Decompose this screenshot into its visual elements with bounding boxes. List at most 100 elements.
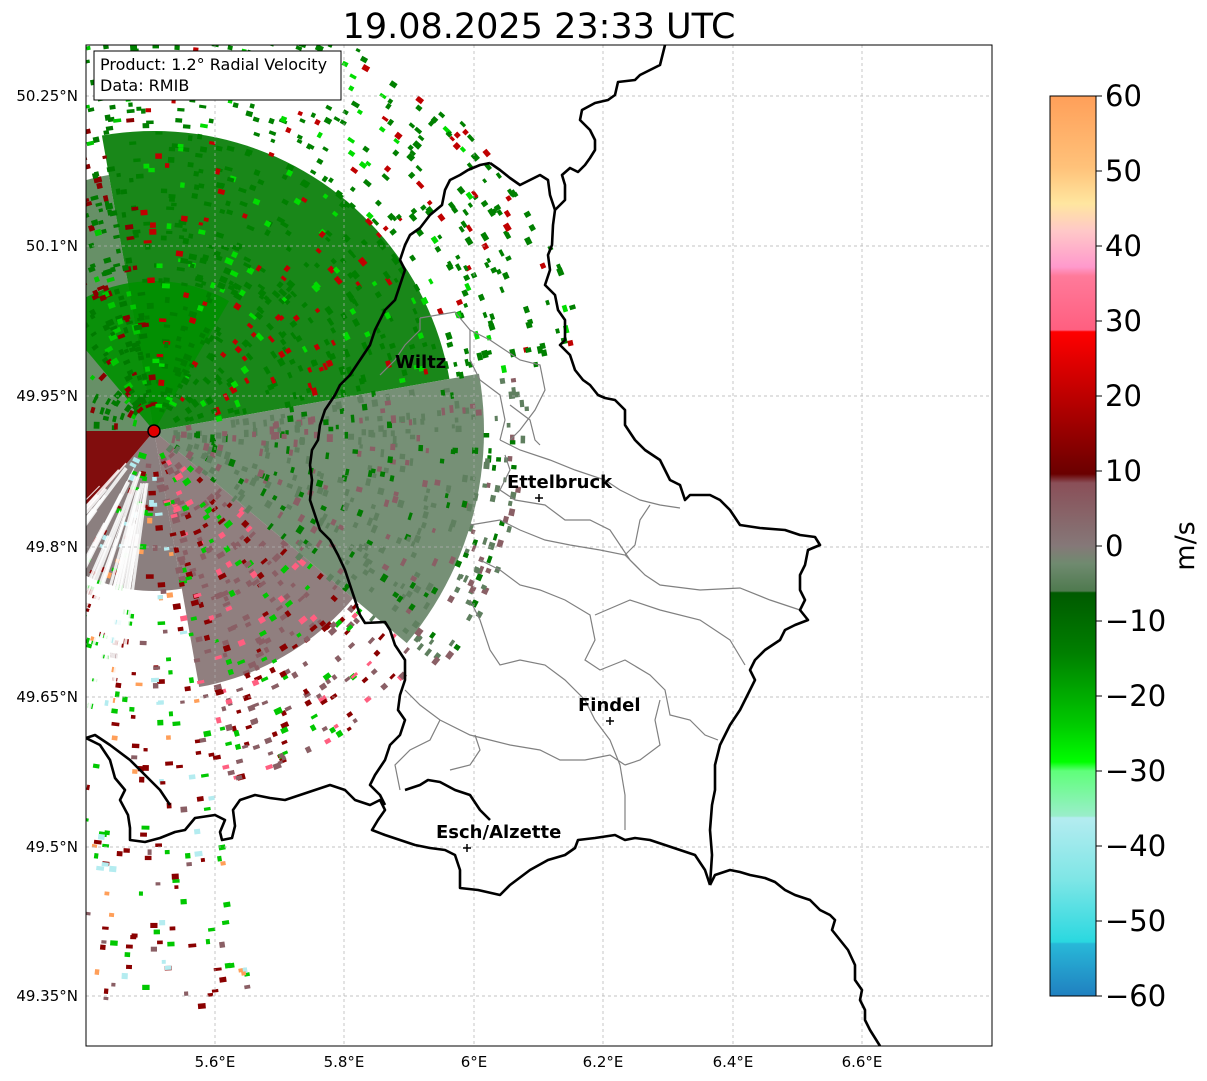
echo-pixel: [68, 131, 74, 136]
echo-pixel: [416, 642, 424, 651]
echo-pixel: [445, 262, 454, 271]
echo-pixel: [110, 940, 118, 946]
echo-pixel: [95, 202, 103, 207]
echo-pixel: [286, 279, 296, 289]
echo-pixel: [362, 552, 369, 560]
echo-pixel: [371, 390, 377, 398]
echo-pixel: [358, 377, 365, 385]
echo-pixel: [409, 458, 414, 466]
echo-pixel: [319, 620, 327, 627]
echo-pixel: [138, 891, 143, 896]
echo-pixel: [184, 406, 193, 415]
echo-pixel: [252, 431, 256, 438]
echo-pixel: [225, 698, 233, 705]
echo-pixel: [225, 578, 231, 584]
echo-pixel: [63, 353, 70, 361]
echo-pixel: [180, 806, 188, 813]
echo-pixel: [461, 500, 468, 508]
echo-pixel: [222, 16, 230, 21]
echo-pixel: [231, 725, 237, 732]
echo-pixel: [357, 256, 368, 267]
echo-pixel: [219, 976, 227, 983]
echo-pixel: [480, 199, 489, 208]
echo-pixel: [502, 222, 512, 232]
echo-pixel: [415, 104, 423, 112]
echo-pixel: [195, 431, 201, 439]
echo-pixel: [407, 144, 414, 151]
echo-pixel: [273, 471, 278, 477]
echo-pixel: [305, 387, 312, 394]
echo-pixel: [0, 144, 3, 149]
echo-pixel: [16, 869, 23, 875]
echo-pixel: [221, 501, 228, 508]
echo-pixel: [415, 164, 423, 172]
echo-pixel: [431, 656, 441, 666]
echo-pixel: [176, 764, 183, 769]
echo-streak: [110, 502, 143, 667]
echo-pixel: [314, 307, 321, 314]
canton-boundaries: [379, 311, 801, 830]
echo-streak: [86, 503, 137, 703]
echo-pixel: [223, 451, 231, 461]
echo-pixel: [556, 263, 562, 271]
echo-pixel: [418, 365, 425, 372]
echo-pixel: [141, 373, 148, 380]
echo-pixel: [86, 104, 91, 110]
colorbar-tick-label: 10: [1105, 454, 1142, 488]
city-label-findel: Findel: [578, 695, 641, 716]
echo-pixel: [439, 458, 445, 464]
echo-pixel: [568, 304, 577, 311]
echo-pixel: [7, 138, 16, 146]
echo-pixel: [17, 145, 24, 152]
echo-pixel: [322, 362, 328, 371]
echo-pixel: [361, 429, 366, 436]
echo-pixel: [423, 495, 429, 502]
echo-pixel: [410, 575, 418, 583]
echo-pixel: [205, 547, 212, 554]
echo-pixel: [126, 964, 133, 970]
echo-pixel: [280, 539, 287, 546]
echo-pixel: [131, 755, 138, 760]
echo-pixel: [187, 162, 194, 168]
echo-pixel: [0, 919, 5, 924]
echo-pixel: [73, 210, 79, 215]
echo-pixel: [56, 912, 64, 917]
echo-pixel: [178, 559, 186, 566]
echo-pixel: [303, 261, 310, 268]
echo-pixel: [22, 347, 29, 355]
echo-pixel: [136, 106, 142, 111]
echo-pixel: [223, 901, 231, 908]
echo-pixel: [217, 188, 226, 195]
echo-pixel: [288, 449, 294, 456]
echo-pixel: [77, 409, 83, 414]
echo-pixel: [47, 222, 55, 230]
city-ettelbruck: Ettelbruck: [507, 472, 613, 502]
echo-pixel: [221, 639, 230, 646]
echo-pixel: [447, 523, 454, 532]
echo-pixel: [2, 854, 9, 861]
echo-pixel: [506, 422, 511, 428]
echo-pixel: [468, 585, 477, 594]
echo-pixel: [174, 222, 183, 229]
colorbar-tick-label: −10: [1105, 604, 1166, 638]
echo-pixel: [56, 291, 65, 299]
map-title: 19.08.2025 23:33 UTC: [343, 7, 736, 47]
echo-pixel: [0, 214, 1, 221]
echo-pixel: [555, 328, 560, 334]
echo-pixel: [97, 833, 105, 840]
echo-pixel: [203, 634, 211, 641]
echo-pixel: [164, 296, 170, 304]
echo-pixel: [0, 115, 5, 122]
echo-pixel: [264, 736, 273, 745]
echo-pixel: [195, 636, 203, 643]
echo-pixel: [366, 660, 373, 667]
echo-pixel: [260, 488, 267, 497]
echo-pixel: [295, 552, 304, 561]
echo-pixel: [189, 263, 195, 269]
echo-pixel: [399, 582, 406, 590]
echo-pixel: [132, 229, 141, 234]
echo-pixel: [370, 668, 378, 676]
echo-pixel: [107, 116, 115, 123]
echo-pixel: [160, 456, 168, 463]
echo-pixel: [309, 525, 319, 534]
